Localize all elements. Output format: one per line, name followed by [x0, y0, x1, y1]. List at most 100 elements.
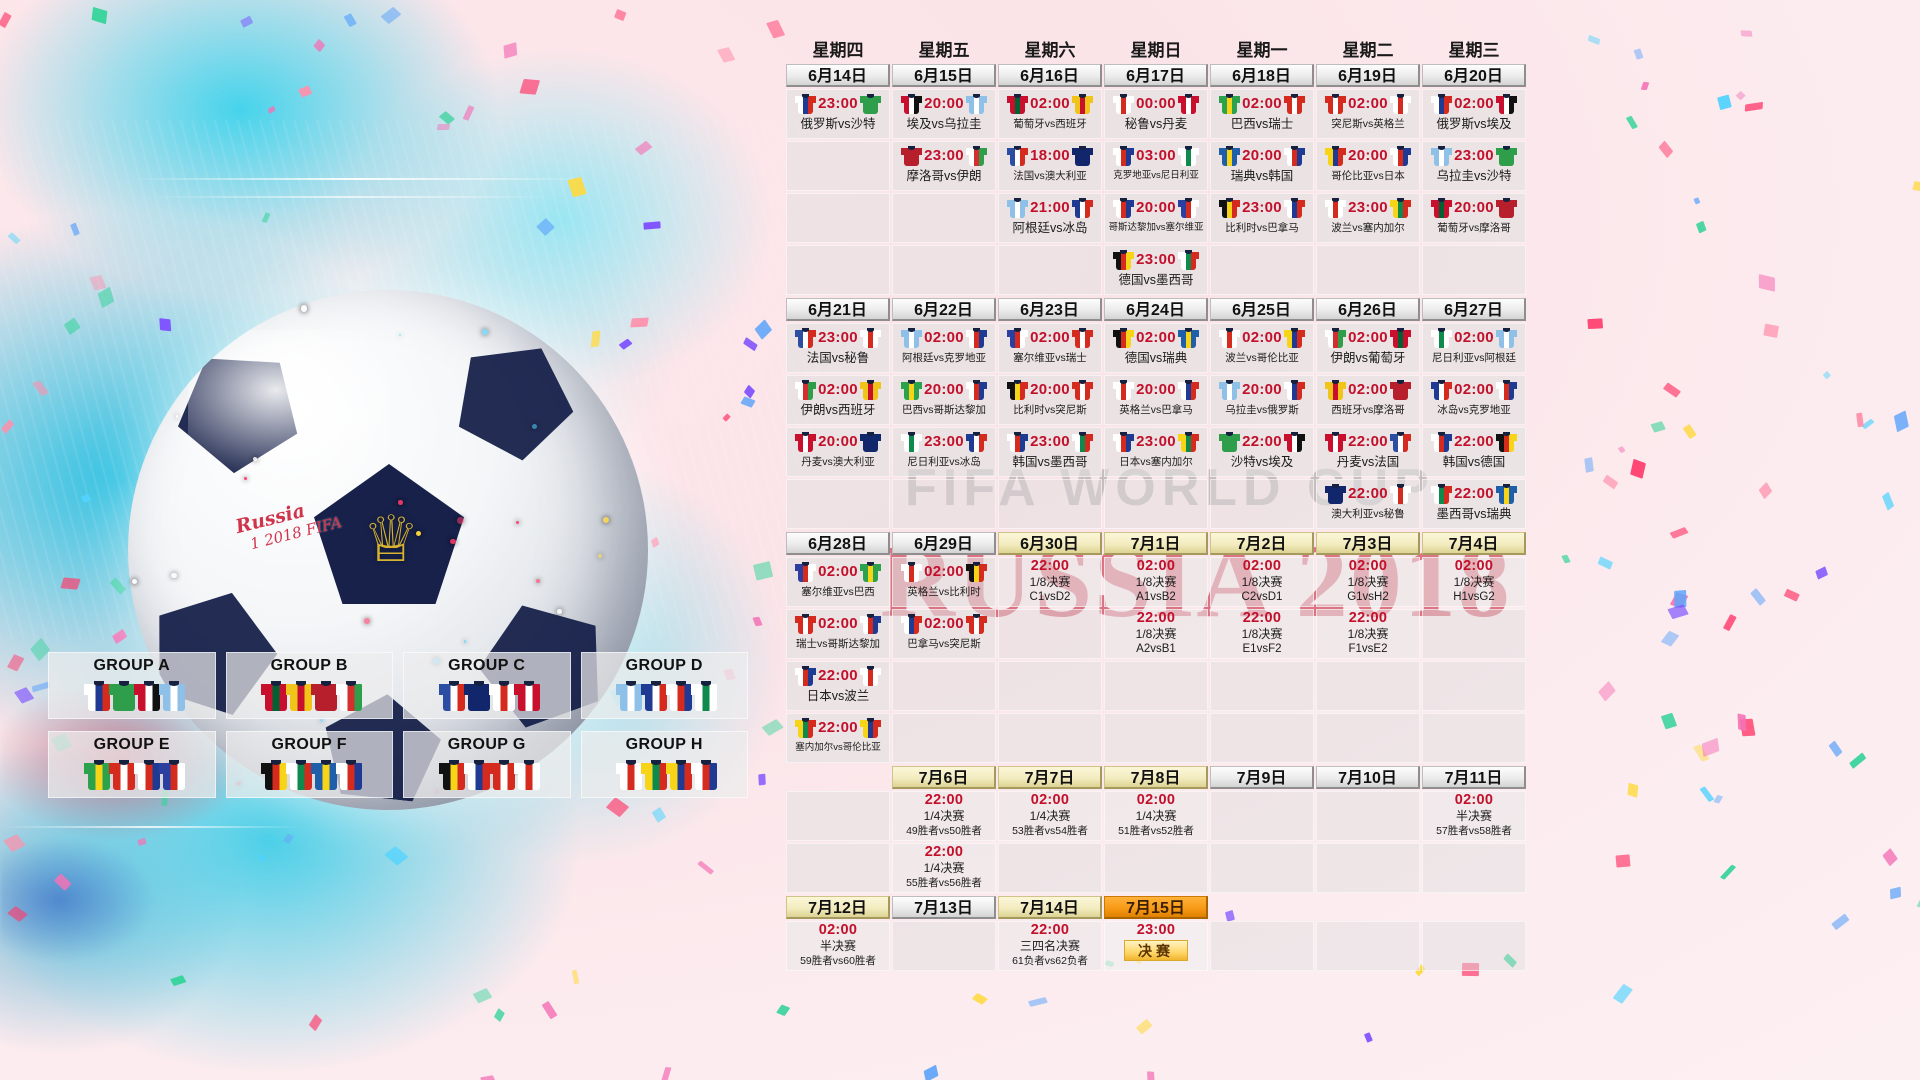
knockout-match-cell[interactable]: 02:00 1/4决赛 53胜者vs54胜者 [998, 791, 1102, 841]
date-cell-6月26日[interactable]: 6月26日 [1316, 298, 1420, 321]
date-cell-6月17日[interactable]: 6月17日 [1104, 64, 1208, 87]
knockout-match-cell[interactable]: 02:00 半决赛 57胜者vs58胜者 [1422, 791, 1526, 841]
match-cell[interactable]: 22:00 丹麦vs法国 [1316, 427, 1420, 477]
match-cell[interactable]: 22:00 韩国vs德国 [1422, 427, 1526, 477]
match-cell[interactable]: 20:00 瑞典vs韩国 [1210, 141, 1314, 191]
date-cell-6月15日[interactable]: 6月15日 [892, 64, 996, 87]
match-cell[interactable]: 02:00 巴西vs瑞士 [1210, 89, 1314, 139]
date-cell-6月23日[interactable]: 6月23日 [998, 298, 1102, 321]
match-cell[interactable]: 02:00 俄罗斯vs埃及 [1422, 89, 1526, 139]
date-cell-6月24日[interactable]: 6月24日 [1104, 298, 1208, 321]
match-cell[interactable]: 18:00 法国vs澳大利亚 [998, 141, 1102, 191]
final-match-cell[interactable]: 23:00 决赛 [1104, 921, 1208, 971]
knockout-match-cell[interactable]: 22:00 1/4决赛 49胜者vs50胜者 [892, 791, 996, 841]
group-box-group-c[interactable]: GROUP C [403, 652, 571, 719]
match-cell[interactable]: 02:00 波兰vs哥伦比亚 [1210, 323, 1314, 373]
match-cell[interactable]: 00:00 秘鲁vs丹麦 [1104, 89, 1208, 139]
match-cell[interactable]: 23:00 比利时vs巴拿马 [1210, 193, 1314, 243]
match-cell[interactable]: 02:00 伊朗vs葡萄牙 [1316, 323, 1420, 373]
knockout-match-cell[interactable]: 22:00 1/4决赛 55胜者vs56胜者 [892, 843, 996, 893]
date-cell-7月4日[interactable]: 7月4日 [1422, 532, 1526, 555]
match-cell[interactable]: 23:00 俄罗斯vs沙特 [786, 89, 890, 139]
date-cell-7月8日[interactable]: 7月8日 [1104, 766, 1208, 789]
date-cell-6月29日[interactable]: 6月29日 [892, 532, 996, 555]
date-cell-6月18日[interactable]: 6月18日 [1210, 64, 1314, 87]
match-cell[interactable]: 20:00 葡萄牙vs摩洛哥 [1422, 193, 1526, 243]
date-cell-6月14日[interactable]: 6月14日 [786, 64, 890, 87]
date-cell-6月30日[interactable]: 6月30日 [998, 532, 1102, 555]
knockout-match-cell[interactable]: 22:00 三四名决赛 61负者vs62负者 [998, 921, 1102, 971]
knockout-match-cell[interactable]: 02:00 1/8决赛 G1vsH2 [1316, 557, 1420, 607]
group-box-group-a[interactable]: GROUP A [48, 652, 216, 719]
match-cell[interactable]: 22:00 塞内加尔vs哥伦比亚 [786, 713, 890, 763]
group-box-group-g[interactable]: GROUP G [403, 731, 571, 798]
knockout-match-cell[interactable]: 02:00 半决赛 59胜者vs60胜者 [786, 921, 890, 971]
match-cell[interactable]: 20:00 乌拉圭vs俄罗斯 [1210, 375, 1314, 425]
match-cell[interactable]: 20:00 埃及vs乌拉圭 [892, 89, 996, 139]
date-cell-6月27日[interactable]: 6月27日 [1422, 298, 1526, 321]
match-cell[interactable]: 03:00 克罗地亚vs尼日利亚 [1104, 141, 1208, 191]
match-cell[interactable]: 02:00 塞尔维亚vs瑞士 [998, 323, 1102, 373]
knockout-match-cell[interactable]: 02:00 1/8决赛 A1vsB2 [1104, 557, 1208, 607]
date-cell-7月6日[interactable]: 7月6日 [892, 766, 996, 789]
match-cell[interactable]: 02:00 巴拿马vs突尼斯 [892, 609, 996, 659]
knockout-match-cell[interactable]: 02:00 1/4决赛 51胜者vs52胜者 [1104, 791, 1208, 841]
group-box-group-e[interactable]: GROUP E [48, 731, 216, 798]
date-cell-6月25日[interactable]: 6月25日 [1210, 298, 1314, 321]
date-cell-7月9日[interactable]: 7月9日 [1210, 766, 1314, 789]
match-cell[interactable]: 02:00 德国vs瑞典 [1104, 323, 1208, 373]
date-cell-7月12日[interactable]: 7月12日 [786, 896, 890, 919]
match-cell[interactable]: 23:00 韩国vs墨西哥 [998, 427, 1102, 477]
date-cell-7月14日[interactable]: 7月14日 [998, 896, 1102, 919]
match-cell[interactable]: 23:00 摩洛哥vs伊朗 [892, 141, 996, 191]
date-cell-7月1日[interactable]: 7月1日 [1104, 532, 1208, 555]
knockout-match-cell[interactable]: 22:00 1/8决赛 C1vsD2 [998, 557, 1102, 607]
knockout-match-cell[interactable]: 22:00 1/8决赛 E1vsF2 [1210, 609, 1314, 659]
date-cell-6月21日[interactable]: 6月21日 [786, 298, 890, 321]
knockout-match-cell[interactable]: 22:00 1/8决赛 F1vsE2 [1316, 609, 1420, 659]
match-cell[interactable]: 23:00 尼日利亚vs冰岛 [892, 427, 996, 477]
date-cell-7月11日[interactable]: 7月11日 [1422, 766, 1526, 789]
match-cell[interactable]: 20:00 巴西vs哥斯达黎加 [892, 375, 996, 425]
date-cell-7月2日[interactable]: 7月2日 [1210, 532, 1314, 555]
match-cell[interactable]: 02:00 尼日利亚vs阿根廷 [1422, 323, 1526, 373]
match-cell[interactable]: 23:00 德国vs墨西哥 [1104, 245, 1208, 295]
date-cell-6月28日[interactable]: 6月28日 [786, 532, 890, 555]
match-cell[interactable]: 20:00 英格兰vs巴拿马 [1104, 375, 1208, 425]
match-cell[interactable]: 23:00 乌拉圭vs沙特 [1422, 141, 1526, 191]
match-cell[interactable]: 21:00 阿根廷vs冰岛 [998, 193, 1102, 243]
group-box-group-d[interactable]: GROUP D [580, 652, 748, 719]
knockout-match-cell[interactable]: 02:00 1/8决赛 C2vsD1 [1210, 557, 1314, 607]
date-cell-7月13日[interactable]: 7月13日 [892, 896, 996, 919]
date-cell-6月22日[interactable]: 6月22日 [892, 298, 996, 321]
group-box-group-b[interactable]: GROUP B [225, 652, 393, 719]
date-cell-7月15日[interactable]: 7月15日 [1104, 896, 1208, 919]
match-cell[interactable]: 02:00 英格兰vs比利时 [892, 557, 996, 607]
match-cell[interactable]: 20:00 哥伦比亚vs日本 [1316, 141, 1420, 191]
date-cell-7月10日[interactable]: 7月10日 [1316, 766, 1420, 789]
match-cell[interactable]: 20:00 哥斯达黎加vs塞尔维亚 [1104, 193, 1208, 243]
match-cell[interactable]: 20:00 丹麦vs澳大利亚 [786, 427, 890, 477]
match-cell[interactable]: 02:00 塞尔维亚vs巴西 [786, 557, 890, 607]
match-cell[interactable]: 02:00 葡萄牙vs西班牙 [998, 89, 1102, 139]
date-cell-6月16日[interactable]: 6月16日 [998, 64, 1102, 87]
match-cell[interactable]: 23:00 法国vs秘鲁 [786, 323, 890, 373]
match-cell[interactable]: 22:00 澳大利亚vs秘鲁 [1316, 479, 1420, 529]
date-cell-6月19日[interactable]: 6月19日 [1316, 64, 1420, 87]
knockout-match-cell[interactable]: 02:00 1/8决赛 H1vsG2 [1422, 557, 1526, 607]
match-cell[interactable]: 23:00 波兰vs塞内加尔 [1316, 193, 1420, 243]
match-cell[interactable]: 02:00 冰岛vs克罗地亚 [1422, 375, 1526, 425]
match-cell[interactable]: 02:00 西班牙vs摩洛哥 [1316, 375, 1420, 425]
match-cell[interactable]: 23:00 日本vs塞内加尔 [1104, 427, 1208, 477]
knockout-match-cell[interactable]: 22:00 1/8决赛 A2vsB1 [1104, 609, 1208, 659]
match-cell[interactable]: 22:00 沙特vs埃及 [1210, 427, 1314, 477]
match-cell[interactable]: 22:00 日本vs波兰 [786, 661, 890, 711]
match-cell[interactable]: 02:00 伊朗vs西班牙 [786, 375, 890, 425]
match-cell[interactable]: 02:00 突尼斯vs英格兰 [1316, 89, 1420, 139]
date-cell-7月7日[interactable]: 7月7日 [998, 766, 1102, 789]
date-cell-7月3日[interactable]: 7月3日 [1316, 532, 1420, 555]
match-cell[interactable]: 22:00 墨西哥vs瑞典 [1422, 479, 1526, 529]
group-box-group-h[interactable]: GROUP H [580, 731, 748, 798]
date-cell-6月20日[interactable]: 6月20日 [1422, 64, 1526, 87]
match-cell[interactable]: 02:00 瑞士vs哥斯达黎加 [786, 609, 890, 659]
